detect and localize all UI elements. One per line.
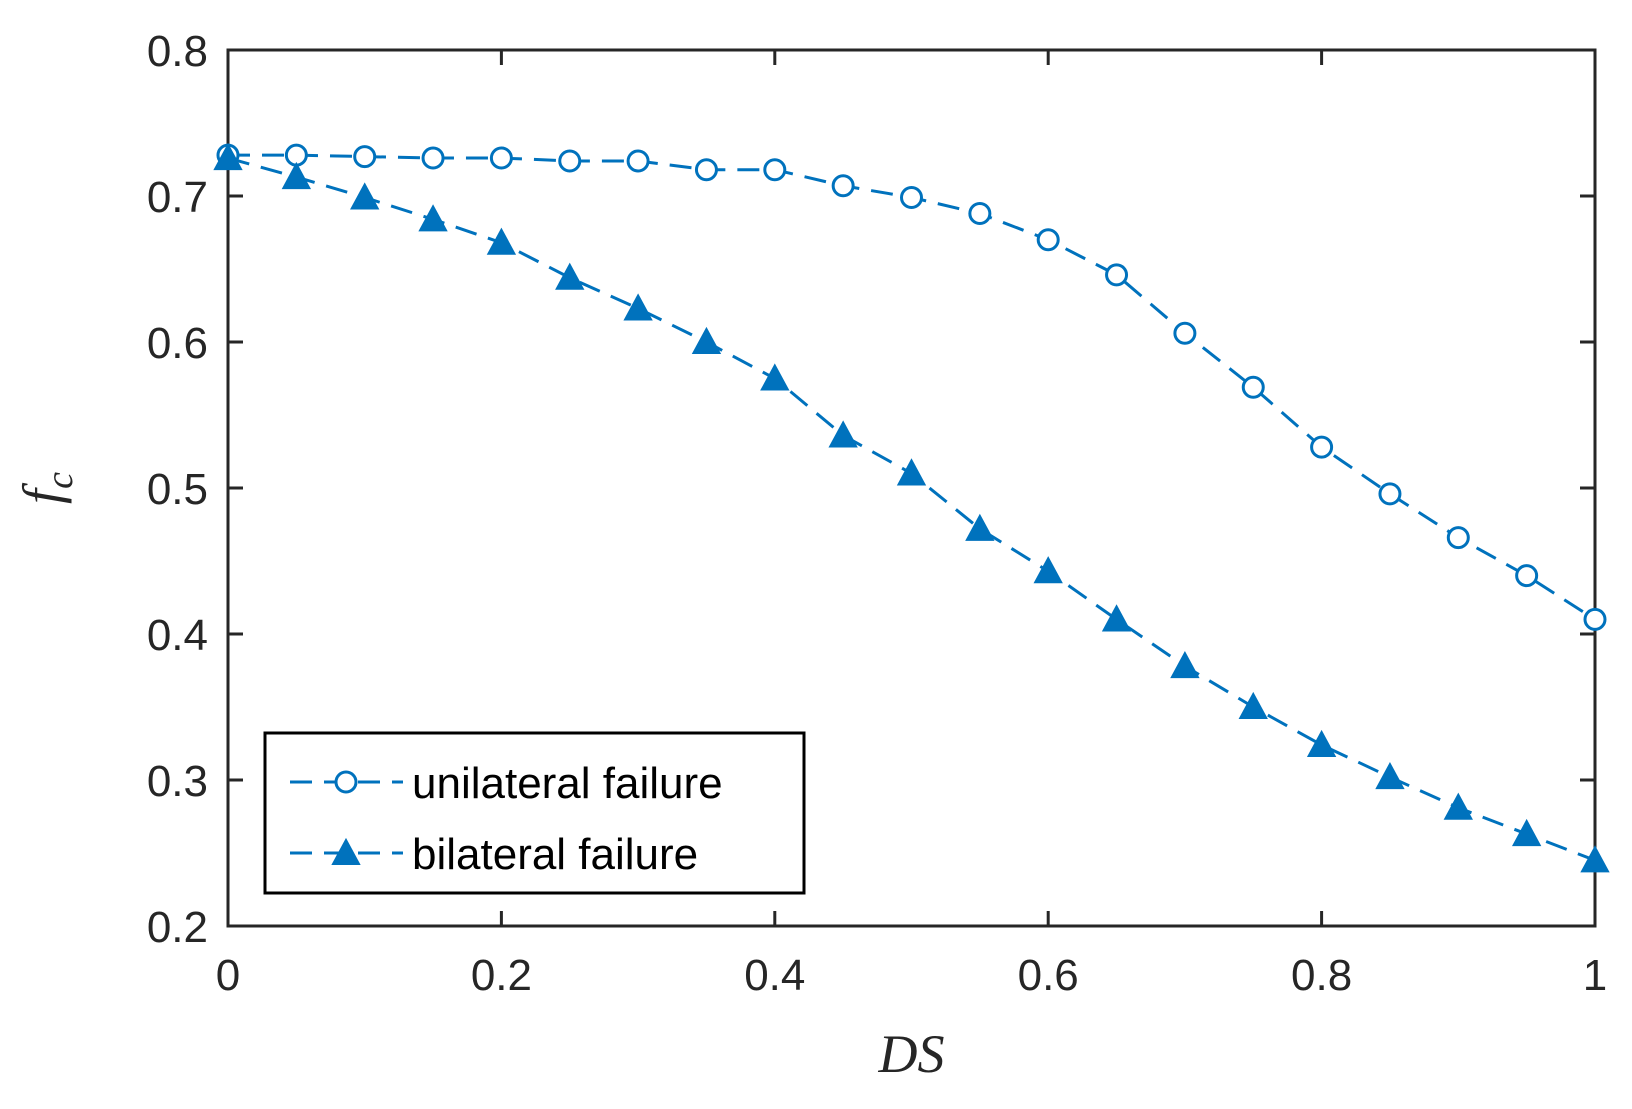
data-point <box>831 174 855 198</box>
data-point <box>1310 435 1334 459</box>
y-tick-label: 0.6 <box>147 319 208 368</box>
data-point <box>1580 845 1610 873</box>
series-layer <box>213 142 1610 873</box>
data-point <box>1443 792 1473 820</box>
data-point <box>896 458 927 486</box>
data-point <box>558 149 582 173</box>
y-tick-label: 0.4 <box>147 611 208 660</box>
data-point <box>691 326 722 355</box>
data-point <box>350 182 380 210</box>
data-point <box>1378 482 1402 506</box>
data-point <box>1241 375 1265 399</box>
data-point <box>1583 607 1607 631</box>
data-point <box>1238 691 1268 720</box>
data-point <box>486 227 517 255</box>
data-point <box>353 145 377 169</box>
legend-label-bilateral: bilateral failure <box>412 830 698 879</box>
y-tick-label: 0.2 <box>147 903 208 952</box>
legend-box <box>263 731 806 895</box>
data-point <box>281 161 312 190</box>
x-tick-label: 0.6 <box>1018 951 1079 1000</box>
y-tick-label: 0.8 <box>147 27 208 76</box>
y-tick-label: 0.7 <box>147 173 208 222</box>
y-tick-label: 0.3 <box>147 757 208 806</box>
data-point <box>1033 556 1063 584</box>
legend-marker-circle <box>334 770 358 794</box>
data-point <box>1511 818 1542 847</box>
data-point <box>965 513 995 541</box>
y-axis-label-subscript: c <box>39 472 81 489</box>
series-unilateral <box>216 143 1607 631</box>
data-point <box>1173 321 1197 345</box>
y-tick-label: 0.5 <box>147 465 208 514</box>
legend-label-unilateral: unilateral failure <box>412 759 723 808</box>
axis-ticks <box>226 48 1597 928</box>
y-axis-label: fc <box>12 472 81 504</box>
data-point <box>626 149 650 173</box>
data-point <box>968 202 992 226</box>
x-tick-label: 0.4 <box>744 951 805 1000</box>
x-tick-label: 1 <box>1583 951 1607 1000</box>
x-tick-label: 0.8 <box>1291 951 1352 1000</box>
data-point <box>1306 729 1337 758</box>
x-tick-label: 0 <box>216 951 240 1000</box>
data-point <box>1105 263 1129 287</box>
legend-entry-bilateral: bilateral failure <box>290 830 698 879</box>
data-point <box>1036 228 1060 252</box>
data-point <box>763 158 787 182</box>
data-point <box>1170 651 1200 679</box>
series-bilateral <box>213 142 1610 873</box>
data-point <box>1446 526 1470 550</box>
data-point <box>694 158 718 182</box>
data-point <box>1375 761 1405 790</box>
data-point <box>1515 564 1539 588</box>
data-point <box>213 142 243 171</box>
data-point <box>900 185 923 209</box>
data-point <box>489 146 513 170</box>
data-point <box>418 204 448 232</box>
legend-marker-triangle <box>331 837 361 866</box>
data-point <box>623 293 653 321</box>
data-point <box>760 363 790 391</box>
y-tick-labels: 0.2 0.3 0.4 0.5 0.6 0.7 0.8 <box>147 27 208 952</box>
data-point <box>555 262 585 290</box>
data-point <box>828 420 858 448</box>
legend-entry-unilateral: unilateral failure <box>290 759 723 808</box>
data-point <box>421 146 445 170</box>
legend: unilateral failure bilateral failure <box>263 731 806 895</box>
x-axis-label: DS <box>878 1024 945 1084</box>
x-tick-label: 0.2 <box>471 951 532 1000</box>
x-tick-labels: 0 0.2 0.4 0.6 0.8 1 <box>216 951 1607 1000</box>
data-point <box>1101 604 1132 632</box>
